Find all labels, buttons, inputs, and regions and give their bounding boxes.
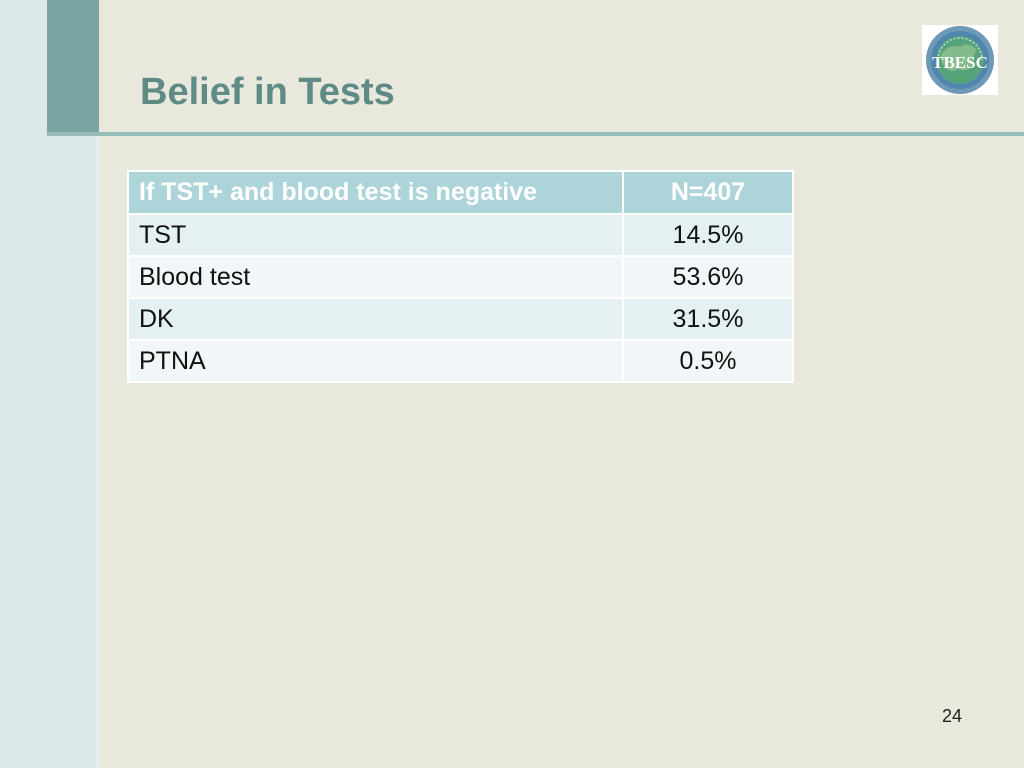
tbesc-logo: TBESC: [922, 25, 998, 95]
table-header-sample-size: N=407: [622, 170, 794, 215]
tbesc-globe-logo-icon: TBESC: [926, 26, 994, 94]
title-divider-line: [47, 132, 1024, 136]
row-value: 0.5%: [622, 339, 794, 383]
title-accent-tab: [47, 0, 99, 136]
row-value: 14.5%: [622, 213, 794, 257]
slide-title: Belief in Tests: [140, 71, 395, 113]
row-label: Blood test: [127, 255, 624, 299]
row-label: DK: [127, 297, 624, 341]
table-row: DK 31.5%: [127, 297, 794, 341]
row-value: 31.5%: [622, 297, 794, 341]
row-label: PTNA: [127, 339, 624, 383]
survey-results-table: If TST+ and blood test is negative N=407…: [127, 170, 794, 383]
row-value: 53.6%: [622, 255, 794, 299]
logo-text: TBESC: [932, 53, 988, 72]
table-row: TST 14.5%: [127, 213, 794, 257]
row-label: TST: [127, 213, 624, 257]
page-number: 24: [941, 706, 963, 726]
left-band-edge: [96, 0, 99, 768]
table-row: Blood test 53.6%: [127, 255, 794, 299]
table-header-question: If TST+ and blood test is negative: [127, 170, 624, 215]
table-row: PTNA 0.5%: [127, 339, 794, 383]
table-header-row: If TST+ and blood test is negative N=407: [127, 170, 794, 215]
